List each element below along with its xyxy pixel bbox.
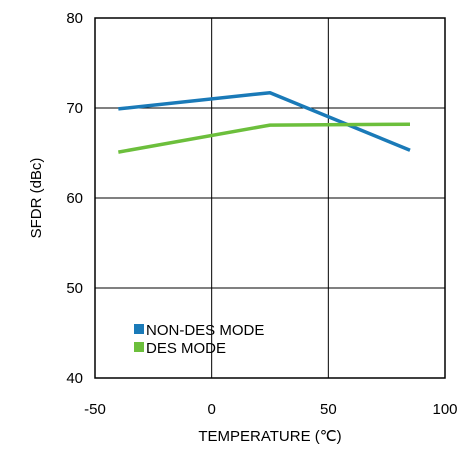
series-line [118, 90, 411, 152]
y-tick-label: 50 [66, 280, 83, 297]
y-tick-label: 70 [66, 100, 83, 117]
x-tick-label: 50 [320, 401, 337, 418]
x-tick-labels: -50 0 50 100 [84, 401, 457, 418]
grid-lines [95, 18, 445, 378]
x-tick-label: 100 [432, 401, 457, 418]
legend-label: NON-DES MODE [146, 322, 264, 339]
y-tick-label: 40 [66, 370, 83, 387]
y-tick-label: 60 [66, 190, 83, 207]
legend-label: DES MODE [146, 340, 226, 357]
series-layer [118, 90, 411, 154]
x-axis-label: TEMPERATURE (℃) [198, 428, 341, 445]
y-tick-labels: 40 50 60 70 80 [66, 10, 83, 387]
x-tick-label: -50 [84, 401, 106, 418]
x-tick-label: 0 [207, 401, 215, 418]
plot-frame [94, 17, 446, 379]
legend-swatch [134, 342, 144, 352]
legend-swatch [134, 324, 144, 334]
y-tick-label: 80 [66, 10, 83, 27]
y-axis-label: SFDR (dBc) [28, 158, 45, 239]
series-line [118, 122, 411, 154]
